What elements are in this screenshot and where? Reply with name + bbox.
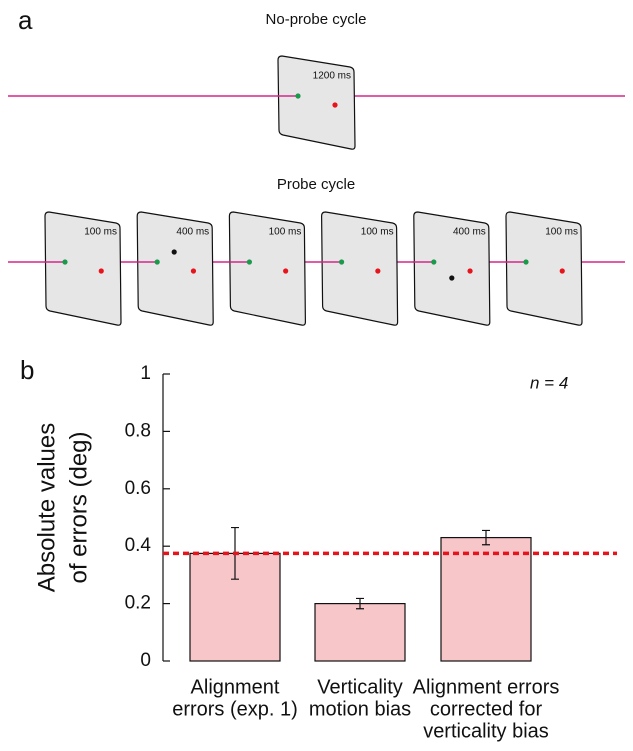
target-dot <box>375 268 381 274</box>
x-tick-label: Alignment errors <box>413 676 560 698</box>
duration-label: 400 ms <box>176 227 209 238</box>
stimulus-frame <box>505 211 583 326</box>
fixation-dot <box>295 93 301 99</box>
x-tick-label: Alignment <box>191 676 280 698</box>
error-bar <box>482 529 490 546</box>
stimulus-frame <box>413 211 491 326</box>
diagram-title: Probe cycle <box>277 176 355 193</box>
error-bar <box>356 597 364 610</box>
y-axis-label: Absolute values <box>33 423 60 592</box>
stimulus-frame <box>44 211 122 326</box>
stimulus-frame <box>136 211 214 326</box>
x-tick-label: errors (exp. 1) <box>172 698 298 720</box>
duration-label: 100 ms <box>545 227 578 238</box>
probe-dot <box>449 275 455 281</box>
panel-label: a <box>18 5 33 35</box>
bar <box>189 552 281 662</box>
x-tick-label: verticality bias <box>423 720 549 742</box>
fixation-dot <box>246 259 252 265</box>
y-tick-label: 0 <box>140 650 151 671</box>
fixation-dot <box>431 259 437 265</box>
y-tick-label: 1 <box>140 363 151 384</box>
stimulus-frame <box>320 211 399 326</box>
duration-label: 100 ms <box>84 227 117 238</box>
duration-label: 1200 ms <box>313 71 351 82</box>
duration-label: 100 ms <box>269 227 302 238</box>
y-tick-label: 0.4 <box>125 535 152 556</box>
duration-label: 100 ms <box>361 227 394 238</box>
duration-label: 400 ms <box>453 227 486 238</box>
fixation-dot <box>154 259 160 265</box>
y-tick-label: 0.2 <box>125 593 151 614</box>
x-tick-label: Verticality <box>317 676 403 698</box>
x-tick-label: motion bias <box>309 698 411 720</box>
target-dot <box>283 268 289 274</box>
y-tick-label: 0.6 <box>125 478 151 499</box>
fixation-dot <box>62 259 68 265</box>
fixation-dot <box>523 259 529 265</box>
target-dot <box>467 268 473 274</box>
probe-dot <box>171 249 177 255</box>
fixation-dot <box>339 259 345 265</box>
bar <box>314 602 406 662</box>
target-dot <box>98 268 104 274</box>
target-dot <box>190 268 197 274</box>
diagram-title: No-probe cycle <box>266 11 367 28</box>
panel-label: b <box>20 355 34 385</box>
stimulus-frame <box>277 55 356 150</box>
bar <box>440 536 532 662</box>
y-axis-label: of errors (deg) <box>65 431 92 583</box>
y-tick-label: 0.8 <box>125 420 151 441</box>
annotation: n = 4 <box>530 373 568 392</box>
target-dot <box>332 102 338 108</box>
x-tick-label: corrected for <box>430 698 543 720</box>
target-dot <box>559 268 565 274</box>
stimulus-frame <box>228 211 307 326</box>
